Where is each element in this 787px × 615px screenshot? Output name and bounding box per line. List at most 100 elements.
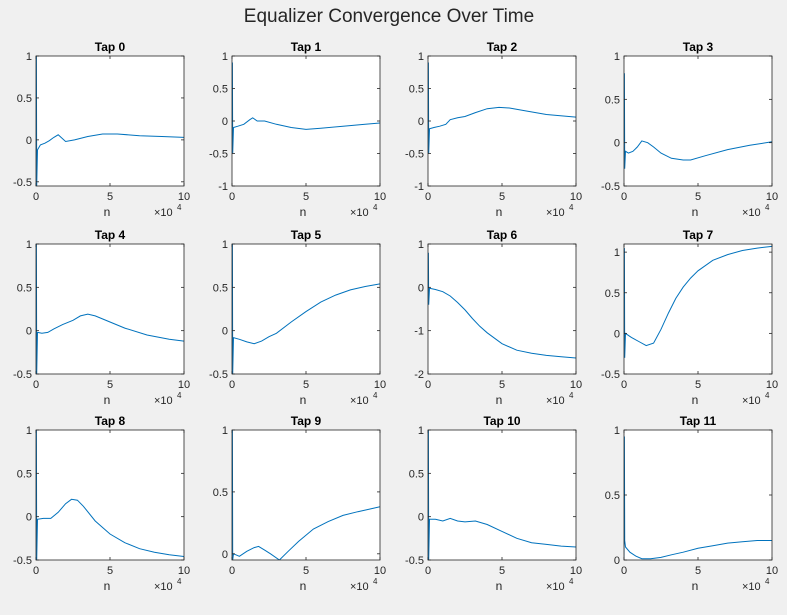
subplot-title: Tap 2 bbox=[487, 40, 518, 54]
y-tick-label: 0 bbox=[614, 328, 620, 340]
y-tick-label: 1 bbox=[222, 239, 228, 251]
x-tick-label: 5 bbox=[107, 379, 113, 391]
x-axis-label: n bbox=[300, 579, 307, 593]
x-exponent-label: ×10 bbox=[154, 395, 173, 407]
figure-title: Equalizer Convergence Over Time bbox=[244, 6, 534, 27]
x-tick-label: 5 bbox=[303, 565, 309, 577]
x-tick-label: 0 bbox=[621, 565, 627, 577]
x-tick-label: 5 bbox=[303, 191, 309, 203]
y-tick-label: 1 bbox=[614, 425, 620, 437]
x-axis-label: n bbox=[104, 579, 111, 593]
data-line bbox=[232, 244, 380, 374]
x-exponent-superscript: 4 bbox=[177, 577, 182, 586]
x-exponent-superscript: 4 bbox=[373, 577, 378, 586]
y-tick-label: 0.5 bbox=[213, 282, 228, 294]
x-exponent-label: ×10 bbox=[350, 581, 369, 593]
x-tick-label: 10 bbox=[570, 191, 582, 203]
x-exponent-superscript: 4 bbox=[177, 391, 182, 400]
y-tick-label: -0.5 bbox=[601, 181, 620, 193]
x-axis-label: n bbox=[692, 205, 699, 219]
subplot-11: 0 5 10 0 0.5 1 Tap 11 n ×10 4 bbox=[605, 414, 778, 593]
plot-area bbox=[36, 56, 184, 186]
x-tick-label: 0 bbox=[229, 379, 235, 391]
plot-area bbox=[428, 244, 576, 374]
x-exponent-superscript: 4 bbox=[765, 391, 770, 400]
y-tick-label: 0.5 bbox=[213, 487, 228, 499]
y-tick-label: 0 bbox=[418, 282, 424, 294]
y-tick-label: 0 bbox=[614, 138, 620, 150]
x-tick-label: 0 bbox=[425, 191, 431, 203]
y-tick-label: 1 bbox=[26, 239, 32, 251]
x-exponent-superscript: 4 bbox=[373, 203, 378, 212]
y-tick-label: 0 bbox=[222, 326, 228, 338]
data-line bbox=[232, 430, 380, 560]
plot-area bbox=[232, 56, 380, 186]
subplot-title: Tap 3 bbox=[683, 40, 714, 54]
x-tick-label: 0 bbox=[425, 565, 431, 577]
subplot-title: Tap 7 bbox=[683, 228, 714, 242]
y-tick-label: 1 bbox=[418, 239, 424, 251]
x-tick-label: 5 bbox=[499, 191, 505, 203]
y-tick-label: -0.5 bbox=[209, 369, 228, 381]
x-exponent-label: ×10 bbox=[742, 395, 761, 407]
x-exponent-superscript: 4 bbox=[569, 203, 574, 212]
x-axis-label: n bbox=[300, 393, 307, 407]
y-tick-label: 0.5 bbox=[605, 94, 620, 106]
y-tick-label: 0.5 bbox=[605, 490, 620, 502]
x-tick-label: 10 bbox=[374, 379, 386, 391]
plot-area bbox=[624, 430, 772, 560]
x-tick-label: 0 bbox=[229, 565, 235, 577]
x-exponent-superscript: 4 bbox=[177, 203, 182, 212]
subplot-6: 0 5 10 -2 -1 0 1 Tap 6 n ×10 4 bbox=[414, 228, 582, 407]
x-tick-label: 10 bbox=[178, 565, 190, 577]
plot-area bbox=[36, 244, 184, 374]
data-line bbox=[36, 430, 184, 560]
x-tick-label: 10 bbox=[374, 191, 386, 203]
y-tick-label: -0.5 bbox=[13, 369, 32, 381]
x-exponent-label: ×10 bbox=[742, 207, 761, 219]
y-tick-label: -1 bbox=[414, 326, 424, 338]
y-tick-label: 1 bbox=[418, 51, 424, 63]
y-tick-label: 0.5 bbox=[17, 93, 32, 105]
x-exponent-label: ×10 bbox=[546, 207, 565, 219]
x-exponent-label: ×10 bbox=[742, 581, 761, 593]
x-axis-label: n bbox=[692, 393, 699, 407]
y-tick-label: -2 bbox=[414, 369, 424, 381]
x-exponent-superscript: 4 bbox=[765, 577, 770, 586]
x-tick-label: 10 bbox=[570, 379, 582, 391]
y-tick-label: 0 bbox=[418, 512, 424, 524]
x-tick-label: 5 bbox=[499, 565, 505, 577]
data-line bbox=[428, 430, 576, 560]
x-tick-label: 5 bbox=[695, 565, 701, 577]
x-exponent-label: ×10 bbox=[546, 395, 565, 407]
x-axis-label: n bbox=[104, 393, 111, 407]
x-tick-label: 0 bbox=[33, 565, 39, 577]
subplot-title: Tap 9 bbox=[291, 414, 322, 428]
x-exponent-label: ×10 bbox=[154, 581, 173, 593]
data-line bbox=[624, 73, 772, 169]
subplot-title: Tap 5 bbox=[291, 228, 322, 242]
y-tick-label: 1 bbox=[614, 247, 620, 259]
y-tick-label: 0.5 bbox=[409, 468, 424, 480]
y-tick-label: -0.5 bbox=[209, 149, 228, 161]
x-tick-label: 10 bbox=[766, 565, 778, 577]
x-tick-label: 0 bbox=[621, 379, 627, 391]
x-tick-label: 5 bbox=[107, 565, 113, 577]
plot-area bbox=[36, 430, 184, 560]
data-line bbox=[232, 62, 380, 154]
y-tick-label: -0.5 bbox=[405, 555, 424, 567]
data-line bbox=[36, 244, 184, 374]
y-tick-label: -1 bbox=[218, 181, 228, 193]
plot-area bbox=[624, 56, 772, 186]
x-axis-label: n bbox=[496, 205, 503, 219]
plot-area bbox=[428, 430, 576, 560]
x-exponent-superscript: 4 bbox=[569, 391, 574, 400]
y-tick-label: 0.5 bbox=[213, 84, 228, 96]
subplot-title: Tap 1 bbox=[291, 40, 322, 54]
subplot-title: Tap 0 bbox=[95, 40, 126, 54]
plot-area bbox=[232, 244, 380, 374]
